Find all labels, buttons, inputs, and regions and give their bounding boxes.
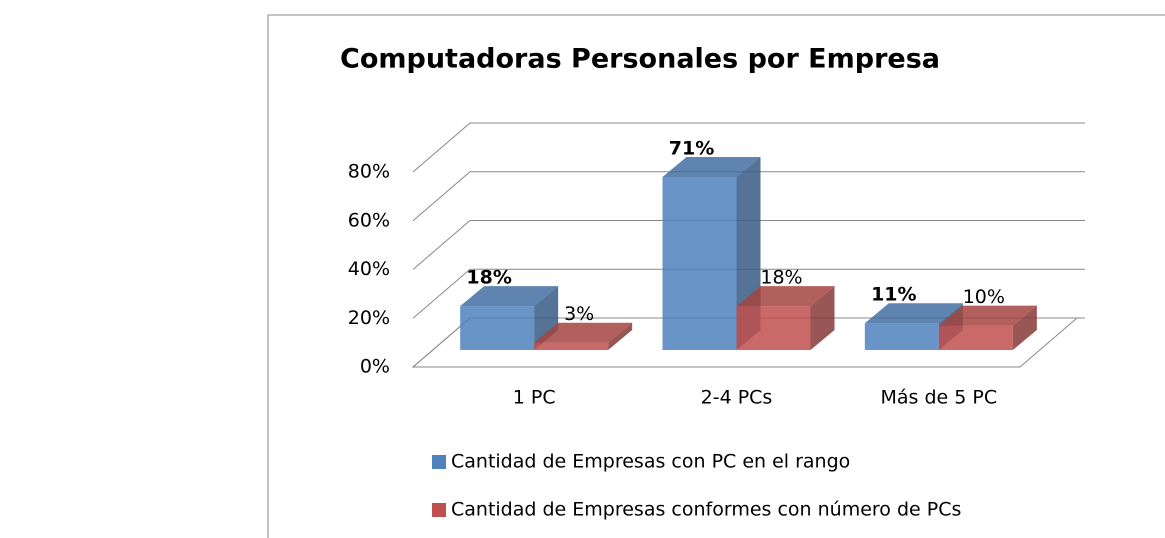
- legend-swatch: [432, 455, 446, 469]
- value-label: 10%: [963, 286, 1005, 308]
- x-tick-label: 2-4 PCs: [701, 387, 773, 409]
- x-tick-label: 1 PC: [513, 387, 556, 409]
- bar-front: [663, 177, 737, 350]
- x-tick-label: Más de 5 PC: [881, 387, 998, 409]
- y-tick-label: 0%: [360, 356, 390, 378]
- bar-front: [534, 343, 608, 350]
- legend-label: Cantidad de Empresas con PC en el rango: [451, 451, 850, 473]
- bar-front: [737, 306, 811, 350]
- bar-front: [939, 326, 1013, 350]
- y-tick-label: 60%: [348, 209, 390, 231]
- value-label: 71%: [669, 137, 714, 159]
- bar-front: [865, 323, 939, 350]
- value-label: 18%: [466, 267, 511, 289]
- value-label: 18%: [760, 267, 802, 289]
- legend-label: Cantidad de Empresas conformes con númer…: [451, 499, 961, 521]
- page: {"chart_data": {"type": "bar3d", "title"…: [0, 0, 1165, 538]
- chart-title: Computadoras Personales por Empresa: [340, 44, 940, 75]
- legend-swatch: [432, 503, 446, 517]
- bar-front: [460, 306, 534, 350]
- bar: [737, 286, 835, 350]
- y-tick-label: 20%: [348, 307, 390, 329]
- value-label: 11%: [871, 284, 916, 306]
- y-tick-label: 40%: [348, 258, 390, 280]
- chart: Computadoras Personales por Empresa 0% 20…: [0, 0, 1165, 538]
- value-label: 3%: [564, 303, 594, 325]
- y-tick-label: 80%: [348, 161, 390, 183]
